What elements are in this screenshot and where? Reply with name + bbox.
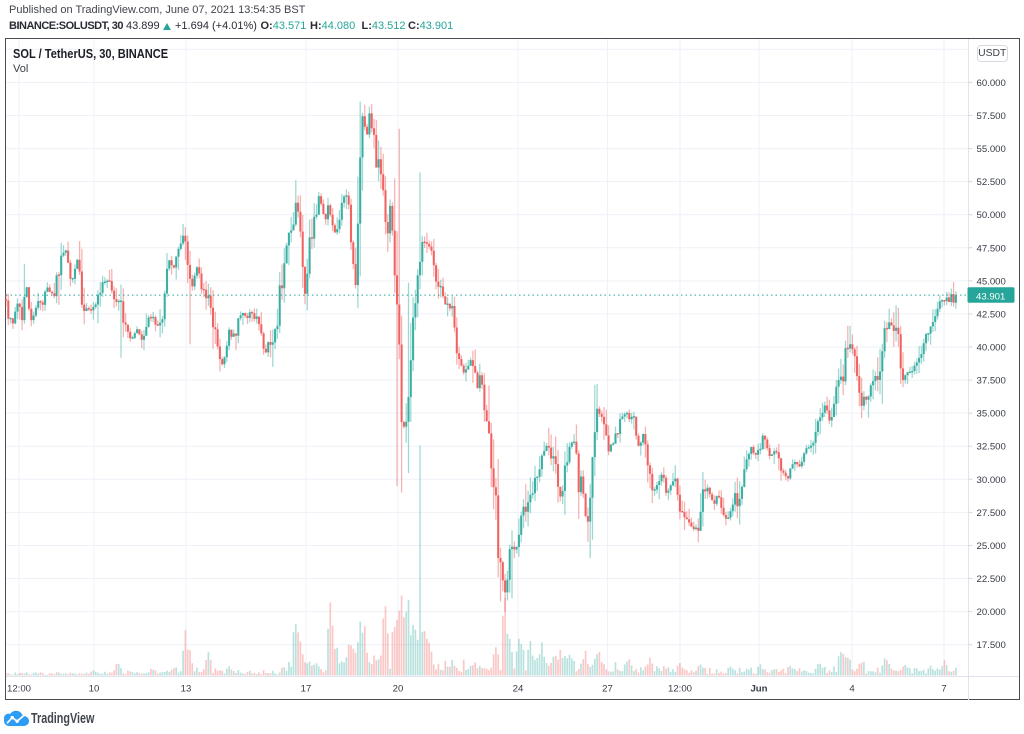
svg-text:20: 20 — [393, 684, 404, 695]
svg-text:32.500: 32.500 — [977, 442, 1006, 453]
svg-text:45.000: 45.000 — [977, 276, 1006, 287]
svg-text:12:00: 12:00 — [668, 684, 692, 695]
svg-text:12:00: 12:00 — [7, 684, 31, 695]
svg-text:47.500: 47.500 — [977, 243, 1006, 254]
svg-text:35.000: 35.000 — [977, 409, 1006, 420]
svg-text:55.000: 55.000 — [977, 144, 1006, 155]
svg-text:43.901: 43.901 — [976, 291, 1005, 302]
svg-text:13: 13 — [181, 684, 192, 695]
svg-text:10: 10 — [89, 684, 100, 695]
svg-text:24: 24 — [513, 684, 524, 695]
svg-text:40.000: 40.000 — [977, 343, 1006, 354]
svg-text:37.500: 37.500 — [977, 376, 1006, 387]
svg-text:52.500: 52.500 — [977, 177, 1006, 188]
svg-text:42.500: 42.500 — [977, 309, 1006, 320]
svg-text:30.000: 30.000 — [977, 475, 1006, 486]
svg-text:17: 17 — [301, 684, 312, 695]
svg-text:17.500: 17.500 — [977, 640, 1006, 651]
svg-text:27.500: 27.500 — [977, 508, 1006, 519]
svg-text:7: 7 — [941, 684, 946, 695]
svg-text:27: 27 — [602, 684, 613, 695]
svg-text:57.500: 57.500 — [977, 111, 1006, 122]
svg-text:Jun: Jun — [750, 684, 767, 695]
svg-text:22.500: 22.500 — [977, 574, 1006, 585]
svg-text:4: 4 — [849, 684, 855, 695]
svg-text:25.000: 25.000 — [977, 541, 1006, 552]
svg-text:50.000: 50.000 — [977, 210, 1006, 221]
svg-text:60.000: 60.000 — [977, 78, 1006, 89]
svg-text:20.000: 20.000 — [977, 607, 1006, 618]
